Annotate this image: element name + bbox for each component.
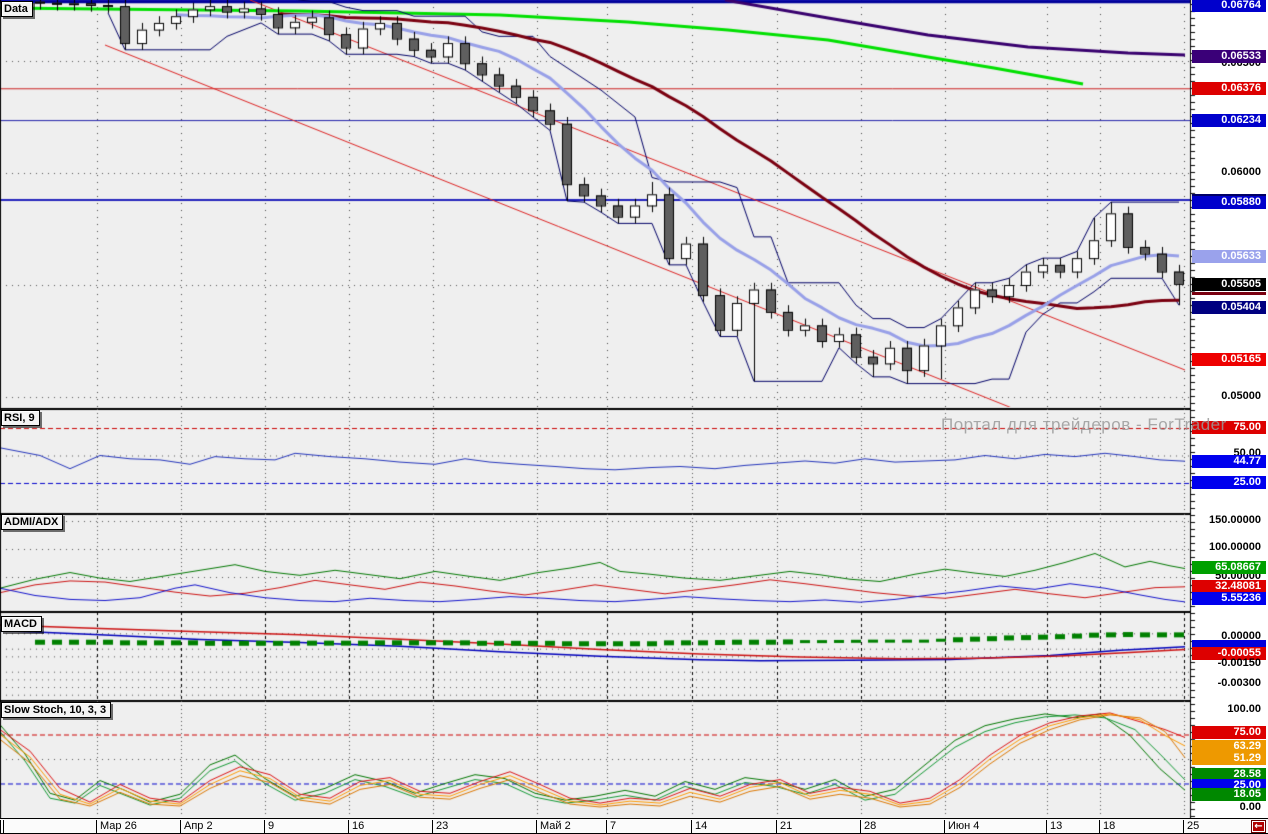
rsi-axis-label: 75.00 [1192, 421, 1266, 434]
date-tick-label: 23 [432, 820, 448, 833]
macd-axis-label: -0.00300 [1217, 677, 1261, 689]
date-tick-label: 14 [691, 820, 707, 833]
date-tick-label: 16 [348, 820, 364, 833]
arrow-left-icon: ← [1254, 821, 1263, 832]
date-tick-label: Июн 4 [944, 820, 979, 833]
panel-label-adx[interactable]: ADMI/ADX [1, 514, 64, 530]
price-axis-label: 0.05633 [1192, 250, 1266, 263]
date-tick-label: Мар 26 [96, 820, 137, 833]
rsi-axis-label: 44.77 [1192, 455, 1266, 468]
date-tick-label: 28 [860, 820, 876, 833]
date-tick-label: 13 [1046, 820, 1062, 833]
stoch-axis-label: 75.00 [1192, 726, 1266, 739]
panel-label-stoch[interactable]: Slow Stoch, 10, 3, 3 [1, 702, 112, 718]
price-axis-label: 0.06234 [1192, 114, 1266, 127]
stoch-axis-label: 28.58 [1192, 768, 1266, 781]
stoch-axis-label: 100.00 [1227, 703, 1261, 715]
macd-axis-label: -0.00055 [1192, 647, 1266, 660]
panel-label-data[interactable]: Data [1, 1, 33, 17]
adx-axis-label: 5.55236 [1192, 592, 1266, 605]
price-axis-label: 0.06533 [1192, 50, 1266, 63]
watermark: Портал для трейдеров - ForTrader [941, 415, 1227, 434]
stoch-axis-label: 18.05 [1192, 788, 1266, 801]
adx-axis-label: 100.00000 [1209, 541, 1261, 553]
scroll-left-button[interactable]: ← [1251, 820, 1266, 833]
price-axis-label: 0.05000 [1221, 390, 1261, 402]
price-axis-label: 0.06000 [1221, 166, 1261, 178]
panel-label-rsi[interactable]: RSI, 9 [1, 410, 40, 426]
date-tick-label: Май 2 [536, 820, 571, 833]
time-axis: Мар 26 Апр 2 9 16 23 Май 2 7 14 21 28 Июн 4 13 18 25 [0, 818, 1268, 834]
stoch-axis-label: 63.29 [1192, 740, 1266, 753]
macd-axis-strip [1192, 640, 1266, 647]
date-tick-label: 18 [1099, 820, 1115, 833]
ruler-origin-tick [0, 820, 4, 833]
macd-axis-label: -0.00150 [1217, 657, 1261, 669]
rsi-axis-label: 25.00 [1192, 476, 1266, 489]
price-axis-strip [1192, 292, 1266, 295]
adx-axis-label: 32.48081 [1192, 580, 1266, 593]
price-axis-label: 0.05165 [1192, 353, 1266, 366]
price-axis-label: 0.06376 [1192, 82, 1266, 95]
price-axis-label: 0.05505 [1192, 278, 1266, 291]
stoch-axis-label: 51.29 [1192, 752, 1266, 765]
price-axis-label: 0.05404 [1192, 301, 1266, 314]
date-tick-label: 21 [776, 820, 792, 833]
panel-label-macd[interactable]: MACD [1, 616, 42, 632]
price-axis-label: 0.05880 [1192, 196, 1266, 209]
date-tick-label: Апр 2 [180, 820, 213, 833]
date-tick-label: 7 [606, 820, 616, 833]
price-axis-label: 0.06764 [1192, 0, 1266, 12]
adx-axis-label: 65.08667 [1192, 561, 1266, 574]
date-tick-label: 25 [1183, 820, 1199, 833]
adx-axis-label: 150.00000 [1209, 514, 1261, 526]
date-tick-label: 9 [264, 820, 274, 833]
stoch-axis-label: 0.00 [1239, 801, 1261, 813]
macd-axis-label: 0.00000 [1221, 630, 1261, 642]
